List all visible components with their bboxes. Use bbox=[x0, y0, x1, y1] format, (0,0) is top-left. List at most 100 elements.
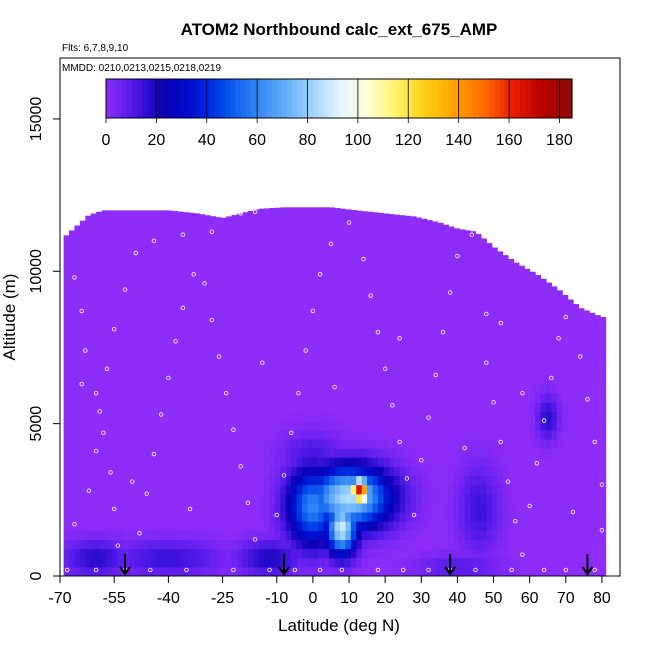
heatmap-cell bbox=[388, 214, 395, 221]
heatmap-cell bbox=[453, 420, 460, 431]
heatmap-cell bbox=[302, 557, 309, 568]
heatmap-cell bbox=[356, 320, 363, 330]
heatmap-cell bbox=[312, 411, 319, 422]
heatmap-cell bbox=[524, 356, 531, 367]
heatmap-cell bbox=[128, 347, 135, 358]
heatmap-cell bbox=[573, 475, 580, 486]
heatmap-cell bbox=[556, 411, 563, 422]
heatmap-cell bbox=[182, 228, 189, 239]
heatmap-cell bbox=[215, 256, 222, 266]
heatmap-cell bbox=[302, 438, 309, 449]
heatmap-cell bbox=[237, 237, 244, 248]
heatmap-cell bbox=[556, 356, 563, 367]
heatmap-cell bbox=[367, 219, 374, 230]
heatmap-cell bbox=[356, 457, 363, 467]
heatmap-cell bbox=[486, 420, 493, 431]
heatmap-cell bbox=[253, 365, 260, 376]
heatmap-cell bbox=[394, 557, 401, 568]
colorbar-swatch bbox=[276, 79, 283, 118]
heatmap-cell bbox=[144, 384, 151, 394]
heatmap-cell bbox=[367, 384, 374, 394]
heatmap-cell bbox=[150, 320, 157, 330]
heatmap-cell bbox=[237, 475, 244, 486]
heatmap-cell bbox=[193, 374, 200, 385]
heatmap-cell bbox=[166, 365, 173, 376]
heatmap-cell bbox=[177, 393, 184, 403]
heatmap-cell bbox=[128, 548, 135, 559]
heatmap-cell bbox=[253, 219, 260, 230]
heatmap-cell bbox=[188, 448, 195, 458]
heatmap-cell bbox=[329, 301, 336, 312]
heatmap-cell bbox=[112, 566, 119, 576]
heatmap-cell bbox=[280, 292, 287, 303]
heatmap-cell bbox=[242, 301, 249, 312]
heatmap-cell bbox=[296, 384, 303, 394]
heatmap-cell bbox=[502, 466, 509, 477]
heatmap-cell bbox=[166, 384, 173, 394]
heatmap-cell bbox=[508, 548, 515, 559]
heatmap-cell bbox=[172, 530, 179, 541]
heatmap-cell bbox=[274, 548, 281, 559]
heatmap-cell bbox=[329, 365, 336, 376]
heatmap-cell bbox=[155, 256, 162, 266]
heatmap-cell bbox=[437, 502, 444, 513]
heatmap-cell bbox=[166, 237, 173, 248]
heatmap-cell bbox=[442, 548, 449, 559]
heatmap-cell bbox=[204, 246, 211, 257]
heatmap-cell bbox=[209, 466, 216, 477]
heatmap-cell bbox=[524, 530, 531, 541]
colorbar-swatch bbox=[282, 79, 288, 118]
heatmap-cell bbox=[155, 356, 162, 367]
heatmap-cell bbox=[583, 475, 590, 486]
heatmap-cell bbox=[535, 466, 542, 477]
heatmap-cell bbox=[377, 347, 384, 358]
heatmap-cell bbox=[377, 530, 384, 541]
heatmap-cell bbox=[367, 338, 374, 349]
flight-track-point bbox=[440, 330, 446, 335]
heatmap-cell bbox=[123, 475, 130, 486]
heatmap-cell bbox=[448, 356, 455, 367]
heatmap-cell bbox=[524, 310, 531, 321]
heatmap-cell bbox=[329, 493, 336, 504]
heatmap-cell bbox=[318, 246, 325, 257]
heatmap-cell bbox=[508, 429, 515, 440]
heatmap-cell bbox=[421, 218, 428, 221]
heatmap-cell bbox=[535, 512, 542, 522]
heatmap-cell bbox=[545, 512, 552, 522]
heatmap-cell bbox=[312, 237, 319, 248]
heatmap-cell bbox=[405, 338, 412, 349]
heatmap-cell bbox=[394, 265, 401, 275]
heatmap-cell bbox=[410, 246, 417, 257]
heatmap-cell bbox=[459, 402, 466, 413]
heatmap-cell bbox=[79, 320, 86, 330]
colorbar-swatch bbox=[540, 79, 547, 118]
heatmap-cell bbox=[567, 411, 574, 422]
heatmap-cell bbox=[518, 329, 525, 339]
heatmap-cell bbox=[453, 502, 460, 513]
heatmap-cell bbox=[63, 429, 70, 440]
flight-track-point bbox=[223, 390, 229, 396]
heatmap-cell bbox=[117, 210, 124, 221]
heatmap-cell bbox=[209, 539, 216, 550]
heatmap-cell bbox=[372, 502, 379, 513]
heatmap-cell bbox=[551, 502, 558, 513]
heatmap-cell bbox=[269, 411, 276, 422]
heatmap-cell bbox=[69, 237, 76, 248]
heatmap-cell bbox=[274, 448, 281, 458]
heatmap-cell bbox=[258, 512, 265, 522]
heatmap-cell bbox=[90, 493, 97, 504]
heatmap-cell bbox=[269, 557, 276, 568]
heatmap-cell bbox=[589, 374, 596, 385]
heatmap-cell bbox=[502, 429, 509, 440]
heatmap-cell bbox=[464, 338, 471, 349]
heatmap-cell bbox=[437, 512, 444, 522]
heatmap-cell bbox=[247, 256, 254, 266]
heatmap-cell bbox=[377, 283, 384, 294]
heatmap-cell bbox=[323, 219, 330, 230]
heatmap-cell bbox=[285, 438, 292, 449]
colorbar-tick-label: 20 bbox=[147, 132, 165, 149]
heatmap-cell bbox=[193, 566, 200, 576]
heatmap-cell bbox=[578, 356, 585, 367]
heatmap-cell bbox=[199, 411, 206, 422]
heatmap-cell bbox=[383, 213, 390, 221]
